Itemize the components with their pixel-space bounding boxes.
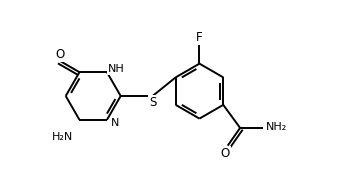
Text: NH₂: NH₂ <box>266 122 287 132</box>
Text: S: S <box>149 96 156 109</box>
Text: O: O <box>55 48 64 61</box>
Text: O: O <box>221 147 230 160</box>
Text: H₂N: H₂N <box>52 132 73 142</box>
Text: NH: NH <box>108 64 125 74</box>
Text: F: F <box>196 31 203 44</box>
Text: N: N <box>111 118 119 128</box>
